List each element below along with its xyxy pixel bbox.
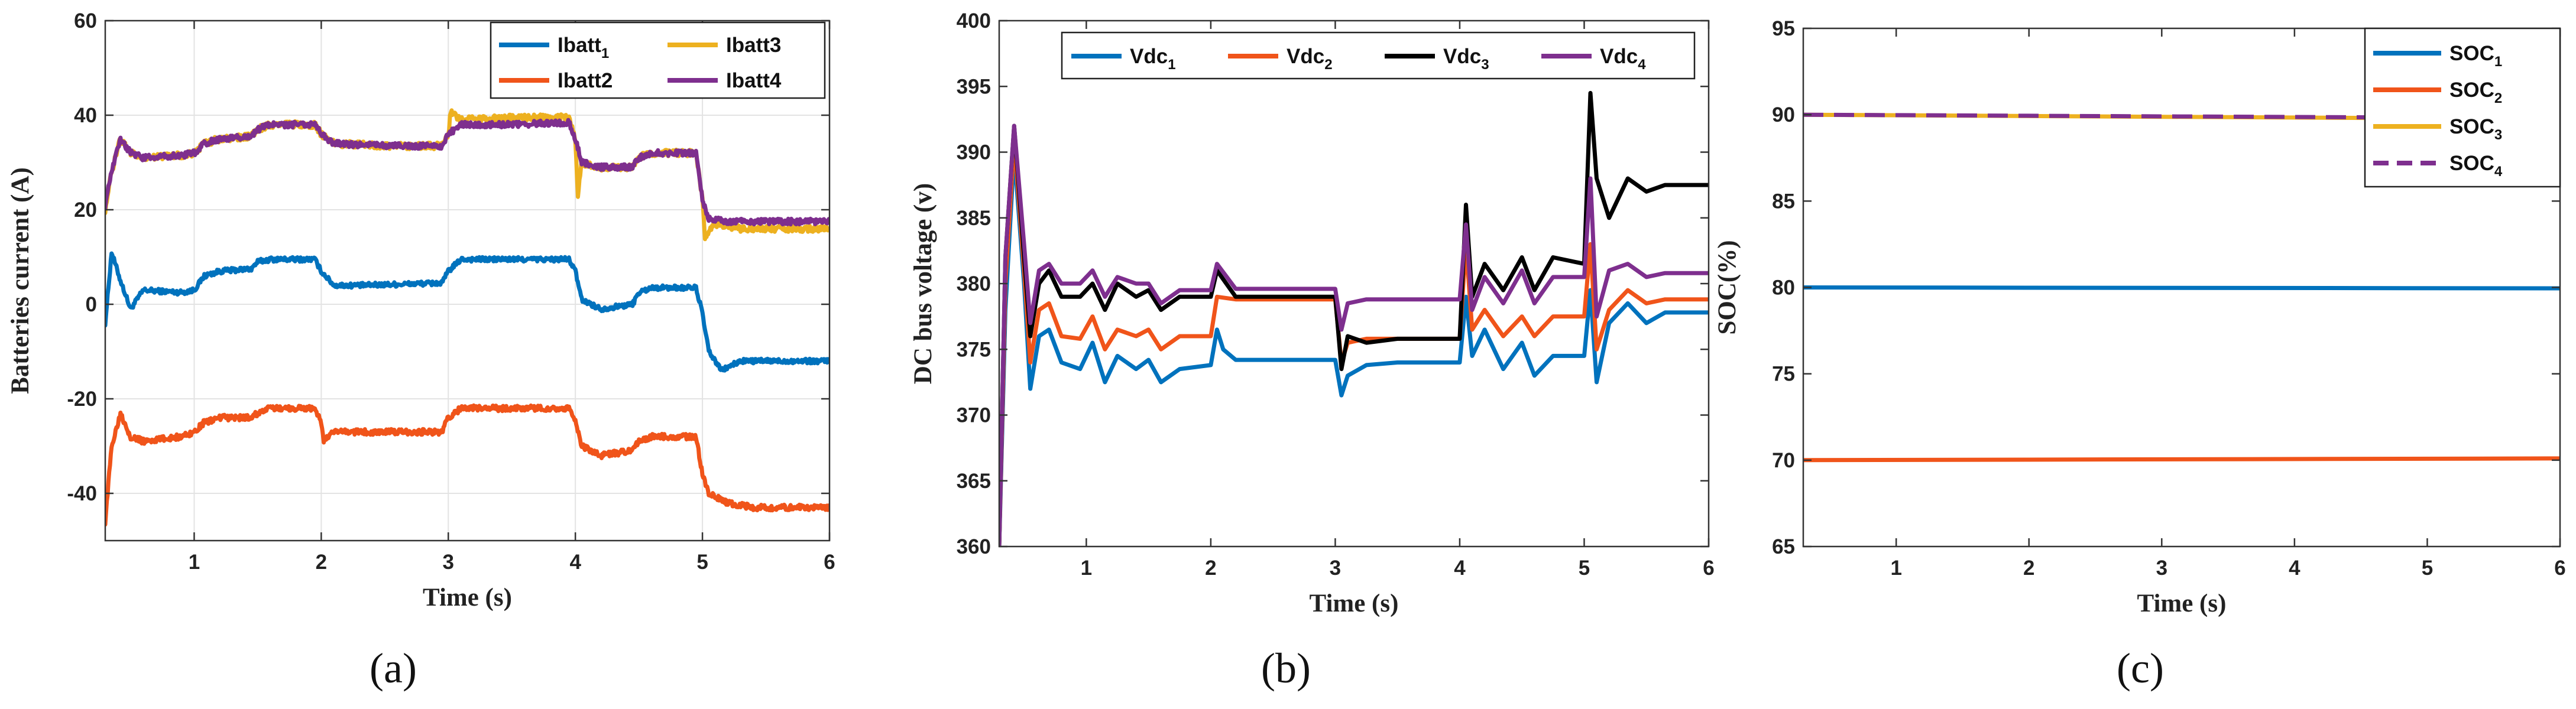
x-tick-label: 5 [1579, 557, 1590, 580]
panel-c: 1 2 3 4 5 6 65 70 75 80 85 90 95 Time (s) SOC(%) (c) SOC… [1713, 17, 2566, 692]
x-tick-label: 3 [1330, 557, 1341, 580]
y-tick-label: 385 [957, 207, 991, 230]
plot-area [999, 21, 1709, 547]
y-tick-label: 75 [1772, 363, 1795, 386]
x-tick-label: 6 [1703, 557, 1714, 580]
legend-label-sub: 1 [2494, 54, 2502, 70]
x-tick-label: 1 [1890, 557, 1901, 580]
series-line-soc2 [1803, 456, 2560, 463]
series-line-ibatt4 [105, 118, 829, 227]
y-tick-label: 70 [1772, 449, 1795, 472]
y-tick-label: 40 [74, 104, 97, 127]
panel-label: (a) [370, 645, 417, 692]
legend-label-sub: 3 [1481, 57, 1489, 73]
x-axis-label: Time (s) [2137, 590, 2227, 617]
panel-label: (c) [2117, 645, 2164, 692]
y-tick-label: 95 [1772, 17, 1795, 40]
y-tick-label: -40 [67, 482, 97, 505]
series-group [999, 90, 1709, 547]
legend-label-sub: 3 [2494, 127, 2502, 143]
y-tick-label: 65 [1772, 535, 1795, 558]
y-tick-label: 380 [957, 272, 991, 295]
legend-label: Ibatt4 [726, 69, 782, 92]
legend-label: Ibatt3 [726, 34, 781, 57]
legend-label-sub: 1 [601, 45, 609, 61]
legend-label-sub: 4 [1638, 57, 1646, 73]
legend: Vdc1 Vdc2 Vdc3 Vdc4 [1061, 31, 1696, 80]
y-axis-label: Batteries current (A) [7, 167, 34, 394]
x-tick-label: 4 [569, 551, 581, 574]
x-tick-label: 4 [1454, 557, 1466, 580]
x-tick-label: 6 [824, 551, 835, 574]
y-tick-label: 20 [74, 199, 97, 222]
series-line-vdc3 [999, 90, 1709, 547]
x-tick-label: 2 [1205, 557, 1216, 580]
y-tick-label: 90 [1772, 103, 1795, 126]
x-tick-label: 6 [2554, 557, 2565, 580]
plot-area [105, 21, 829, 541]
series-line-vdc1 [999, 150, 1709, 547]
series-line-ibatt2 [105, 403, 829, 527]
x-tick-label: 1 [189, 551, 200, 574]
y-axis-label: DC bus voltage (v) [909, 183, 937, 384]
y-tick-label: 370 [957, 404, 991, 427]
x-tick-label: 3 [443, 551, 454, 574]
series-line-ibatt1 [105, 251, 829, 373]
y-tick-label: 390 [957, 141, 991, 164]
y-tick-label: 400 [957, 9, 991, 32]
y-axis-label: SOC(%) [1713, 240, 1741, 334]
y-tick-label: 85 [1772, 190, 1795, 213]
x-tick-label: 2 [316, 551, 327, 574]
legend-label-sub: 1 [1168, 57, 1175, 73]
panel-a: 1 2 3 4 5 6 -40 -20 0 20 40 60 Time (s) Batteries cur… [7, 9, 835, 692]
y-tick-label: 0 [86, 293, 97, 316]
y-tick-label: 360 [957, 535, 991, 558]
series-line-vdc4 [999, 123, 1709, 547]
y-tick-label: 375 [957, 338, 991, 361]
panel-label: (b) [1261, 645, 1311, 692]
axes-box [104, 19, 831, 542]
y-tick-label: 60 [74, 9, 97, 32]
x-tick-label: 1 [1081, 557, 1092, 580]
y-tick-label: -20 [67, 388, 97, 411]
x-tick-label: 5 [696, 551, 708, 574]
y-tick-label: 80 [1772, 277, 1795, 300]
x-axis-label: Time (s) [1310, 590, 1399, 617]
legend-label-sub: 2 [1324, 57, 1332, 73]
y-tick-label: 395 [957, 75, 991, 98]
x-axis-label: Time (s) [423, 584, 512, 612]
x-tick-label: 5 [2422, 557, 2433, 580]
series-group [105, 108, 829, 527]
legend-label: Ibatt2 [558, 69, 613, 92]
y-tick-label: 365 [957, 470, 991, 493]
legend-label-sub: 2 [2494, 90, 2502, 106]
legend-label-sub: 4 [2494, 164, 2503, 180]
series-line-soc1 [1803, 285, 2560, 291]
legend-box [490, 21, 826, 99]
x-tick-label: 4 [2289, 557, 2300, 580]
panel-b: 1 2 3 4 5 6 360 365 370 375 380 385 390 395 400 Time (s… [909, 9, 1715, 692]
x-tick-label: 3 [2156, 557, 2167, 580]
x-tick-label: 2 [2023, 557, 2034, 580]
